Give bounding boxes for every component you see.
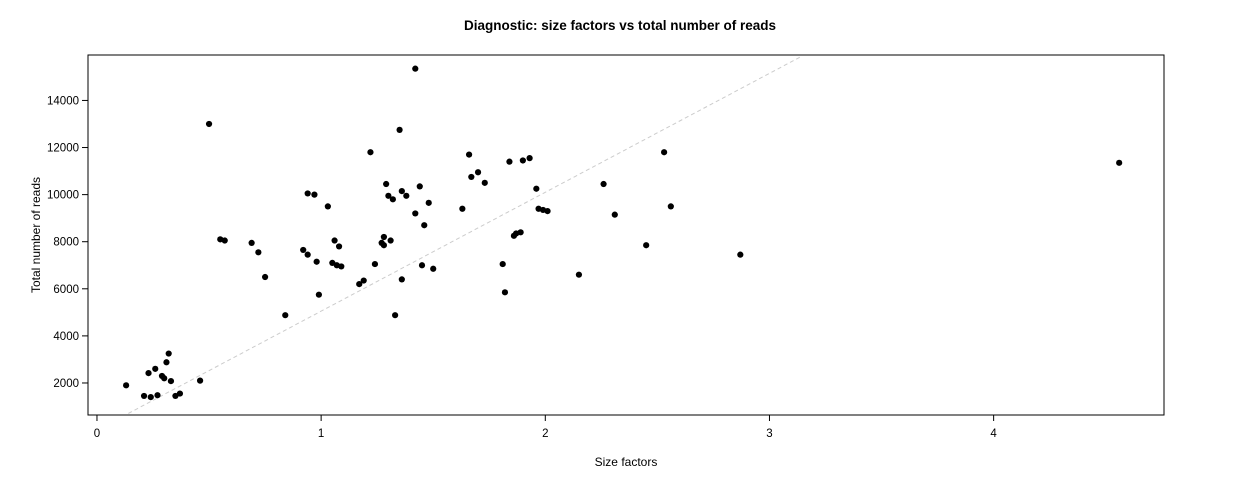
data-point (396, 126, 403, 133)
y-tick-label: 10000 (47, 190, 79, 202)
data-point (300, 246, 307, 254)
data-point (380, 242, 387, 249)
data-point (643, 242, 650, 249)
data-point (499, 260, 506, 268)
data-point (145, 369, 152, 377)
data-point (282, 312, 289, 319)
data-point (533, 185, 540, 192)
data-point (392, 312, 399, 319)
x-axis-label: Size factors (595, 455, 658, 469)
x-tick-label: 0 (94, 428, 100, 440)
data-point (1116, 159, 1123, 166)
data-point (380, 233, 387, 241)
data-point (389, 196, 396, 203)
plot-box (87, 54, 1165, 416)
data-point (176, 390, 184, 397)
data-point (387, 237, 394, 244)
data-point (398, 276, 405, 283)
data-point (481, 179, 488, 186)
data-point (526, 155, 533, 162)
data-point (304, 190, 311, 197)
y-tick-label: 2000 (53, 378, 79, 390)
data-point (165, 350, 172, 357)
data-point (255, 249, 262, 256)
data-point (338, 263, 345, 270)
data-point (611, 211, 618, 218)
data-point (360, 277, 367, 284)
data-point (474, 169, 482, 176)
data-point (140, 392, 148, 400)
y-tick-label: 14000 (47, 95, 79, 107)
x-tick-label: 1 (318, 428, 324, 440)
data-point (123, 382, 130, 389)
data-point (167, 377, 175, 385)
y-tick-label: 8000 (53, 237, 79, 249)
data-point (667, 203, 674, 210)
data-point (421, 222, 428, 229)
data-point (465, 151, 473, 158)
data-point (418, 262, 426, 269)
data-point (506, 158, 513, 165)
data-point (403, 192, 410, 199)
data-point (248, 239, 255, 246)
data-point (501, 289, 509, 296)
y-tick-label: 4000 (53, 331, 79, 343)
plot-area: 0 1 2 3 4 2000 4000 6000 8000 10000 12000 14000 (47, 54, 1165, 440)
data-point (517, 229, 524, 236)
y-axis-label: Total number of reads (29, 177, 43, 293)
data-point (383, 180, 390, 188)
data-point (154, 392, 161, 399)
data-point (161, 375, 168, 382)
data-point (519, 157, 526, 164)
x-tick-label: 3 (766, 428, 772, 440)
data-point (430, 265, 437, 272)
x-tick-label: 2 (542, 428, 548, 440)
data-point (196, 377, 204, 384)
data-point (416, 183, 423, 190)
data-point (575, 271, 583, 278)
data-point (468, 173, 475, 181)
data-point (412, 65, 419, 72)
y-tick-label: 12000 (47, 143, 79, 155)
data-point (661, 149, 668, 156)
chart-title: Diagnostic: size factors vs total number… (464, 18, 776, 33)
data-point (737, 251, 744, 258)
data-point (163, 359, 170, 366)
y-tick-label: 6000 (53, 284, 79, 296)
data-point (315, 291, 322, 298)
data-point (304, 251, 311, 258)
data-point (398, 187, 405, 195)
data-point (261, 273, 269, 281)
data-point (311, 191, 318, 198)
data-point (147, 394, 154, 401)
data-point (356, 280, 363, 288)
data-point (205, 120, 213, 128)
data-point (385, 192, 392, 199)
data-point (313, 258, 320, 265)
trend-line (128, 56, 802, 414)
data-point (335, 243, 343, 250)
data-point (412, 210, 419, 217)
data-point (152, 365, 159, 372)
data-point (371, 260, 379, 268)
data-point (331, 237, 338, 244)
data-point (324, 203, 331, 210)
data-point (459, 205, 466, 212)
data-point (544, 208, 551, 215)
data-point (425, 199, 432, 206)
data-point (600, 180, 607, 188)
data-point (221, 237, 228, 244)
data-point (367, 149, 374, 156)
x-tick-label: 4 (990, 428, 997, 440)
